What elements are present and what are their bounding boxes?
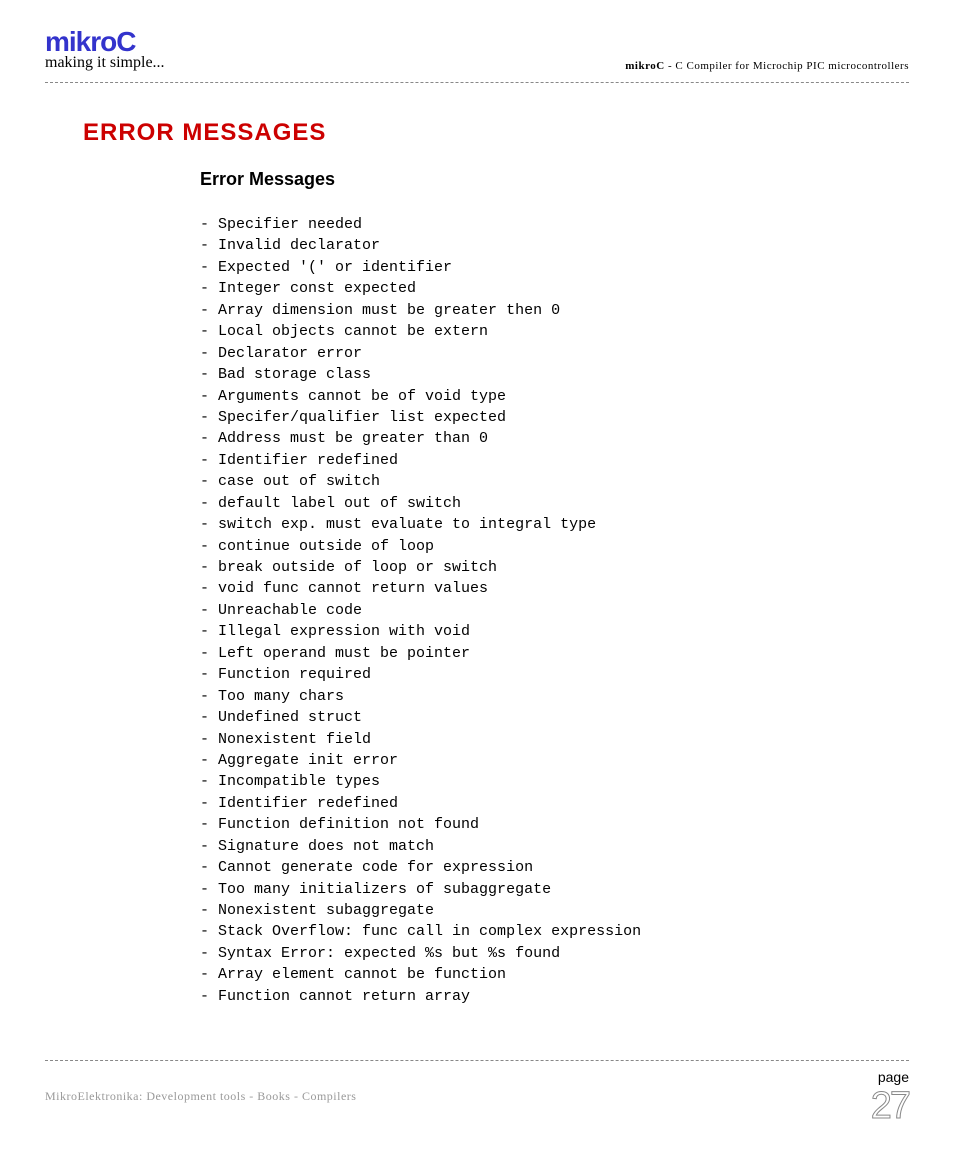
header-product-desc: - C Compiler for Microchip PIC microcont…	[665, 60, 909, 72]
page-footer: MikroElektronika: Development tools - Bo…	[45, 1060, 909, 1125]
error-message-item: Too many chars	[200, 686, 909, 707]
logo-text: mikroC	[45, 28, 909, 56]
error-message-item: Expected '(' or identifier	[200, 257, 909, 278]
header-right-text: mikroC - C Compiler for Microchip PIC mi…	[625, 60, 909, 72]
error-message-item: Invalid declarator	[200, 235, 909, 256]
footer-row: MikroElektronika: Development tools - Bo…	[45, 1069, 909, 1125]
error-message-item: Identifier redefined	[200, 793, 909, 814]
error-message-item: Bad storage class	[200, 364, 909, 385]
error-message-item: Specifer/qualifier list expected	[200, 407, 909, 428]
error-message-item: Incompatible types	[200, 771, 909, 792]
page-number: 27	[871, 1087, 909, 1125]
error-message-item: Array dimension must be greater then 0	[200, 300, 909, 321]
footer-page-block: page 27	[871, 1069, 909, 1125]
footer-divider	[45, 1060, 909, 1061]
error-message-item: Integer const expected	[200, 278, 909, 299]
error-message-item: Specifier needed	[200, 214, 909, 235]
error-message-item: case out of switch	[200, 471, 909, 492]
error-message-item: Function cannot return array	[200, 986, 909, 1007]
header-divider	[45, 82, 909, 83]
error-message-item: continue outside of loop	[200, 536, 909, 557]
error-message-item: void func cannot return values	[200, 578, 909, 599]
error-message-item: Left operand must be pointer	[200, 643, 909, 664]
header-product-name: mikroC	[625, 60, 664, 72]
error-message-item: Local objects cannot be extern	[200, 321, 909, 342]
error-message-item: Identifier redefined	[200, 450, 909, 471]
error-message-item: Syntax Error: expected %s but %s found	[200, 943, 909, 964]
error-message-item: Unreachable code	[200, 600, 909, 621]
error-message-item: Function definition not found	[200, 814, 909, 835]
error-message-item: Aggregate init error	[200, 750, 909, 771]
error-message-item: switch exp. must evaluate to integral ty…	[200, 514, 909, 535]
page-label: page	[871, 1069, 909, 1085]
error-message-item: Address must be greater than 0	[200, 428, 909, 449]
error-message-item: Arguments cannot be of void type	[200, 386, 909, 407]
error-message-item: Signature does not match	[200, 836, 909, 857]
error-message-item: Declarator error	[200, 343, 909, 364]
section-subtitle: Error Messages	[200, 169, 909, 190]
error-message-list: Specifier neededInvalid declaratorExpect…	[200, 214, 909, 1007]
error-message-item: Nonexistent field	[200, 729, 909, 750]
error-message-item: Cannot generate code for expression	[200, 857, 909, 878]
error-message-item: Nonexistent subaggregate	[200, 900, 909, 921]
error-message-item: Function required	[200, 664, 909, 685]
footer-company-text: MikroElektronika: Development tools - Bo…	[45, 1089, 356, 1104]
error-message-item: Illegal expression with void	[200, 621, 909, 642]
page-header: mikroC making it simple... mikroC - C Co…	[45, 28, 909, 78]
error-message-item: default label out of switch	[200, 493, 909, 514]
error-message-item: Too many initializers of subaggregate	[200, 879, 909, 900]
page-title: ERROR MESSAGES	[83, 119, 909, 147]
error-message-item: Undefined struct	[200, 707, 909, 728]
error-message-item: Stack Overflow: func call in complex exp…	[200, 921, 909, 942]
error-message-item: Array element cannot be function	[200, 964, 909, 985]
error-message-item: break outside of loop or switch	[200, 557, 909, 578]
